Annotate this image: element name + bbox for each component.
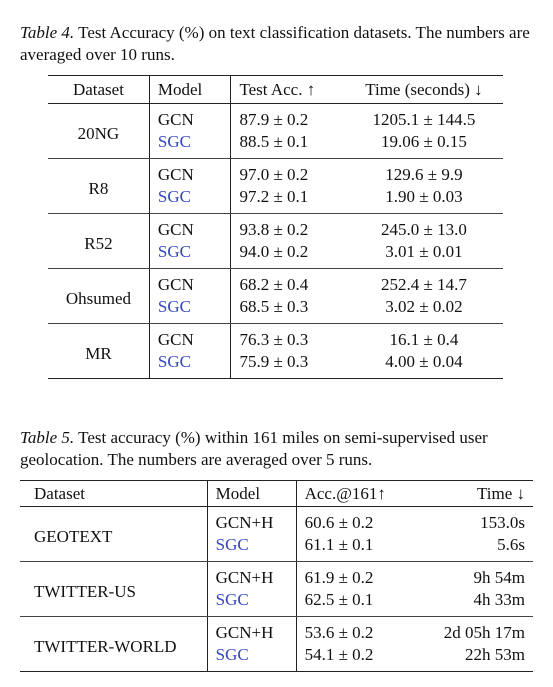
data-row: SGC 94.0 ± 0.2 3.01 ± 0.01 [48,241,503,269]
value-cell: 16.1 ± 0.4 [389,330,459,349]
model-cell: GCN+H [206,506,297,534]
value-cell: 22h 53m [465,645,525,664]
value-cell: 53.6 ± 0.2 [295,616,413,644]
data-row: SGC 54.1 ± 0.2 22h 53m [20,644,533,672]
value-cell: 93.8 ± 0.2 [230,213,345,241]
value-cell: 60.6 ± 0.2 [295,506,413,534]
value-cell: 68.5 ± 0.3 [230,296,345,324]
header-cell: Dataset [48,75,150,104]
caption-label: Table 4. [20,23,75,42]
model-cell: GCN [148,323,231,351]
model-cell: SGC [206,589,297,617]
header-cell: Time (seconds) ↓ [344,75,503,104]
dataset-cell: R52 [48,213,150,269]
value-cell: 1205.1 ± 144.5 [372,110,476,129]
data-row: SGC 68.5 ± 0.3 3.02 ± 0.02 [48,296,503,324]
value-cell: 61.9 ± 0.2 [295,561,413,589]
header-cell: Time ↓ [412,480,533,507]
value-cell: 76.3 ± 0.3 [230,323,345,351]
value-cell: 129.6 ± 9.9 [385,165,463,184]
value-cell: 1.90 ± 0.03 [344,186,503,214]
header-row: Dataset Model Test Acc. ↑ Time (seconds) ↓ [48,75,503,104]
value-cell: 61.1 ± 0.1 [295,534,413,562]
data-row: MR GCN 76.3 ± 0.3 16.1 ± 0.4 [48,323,503,363]
value-cell: 4h 33m [412,589,533,617]
value-cell: 87.9 ± 0.2 [230,103,345,131]
table-caption: Table 5. Test accuracy (%) within 161 mi… [20,427,545,471]
value-cell: 54.1 ± 0.2 [295,644,413,672]
model-cell: GCN [148,213,231,241]
caption-text: Test accuracy (%) within 161 miles on se… [20,428,488,469]
value-cell: 5.6s [412,534,533,562]
header-cell: Model [148,75,231,104]
data-row: SGC 75.9 ± 0.3 4.00 ± 0.04 [48,351,503,379]
header-cell: Acc.@161↑ [295,480,413,507]
value-cell: 153.0s [480,513,525,532]
dataset-cell: 20NG [48,103,150,159]
dataset-cell: R8 [48,158,150,214]
dataset-cell: TWITTER-WORLD [34,636,177,656]
value-cell: 88.5 ± 0.1 [230,131,345,159]
value-cell: 97.0 ± 0.2 [230,158,345,186]
dataset-cell: TWITTER-US [20,561,208,617]
model-cell: SGC [148,241,231,269]
model-cell: GCN [148,103,231,131]
dataset-cell: MR [85,343,112,363]
data-row: 20NG GCN 87.9 ± 0.2 1205.1 ± 144.5 [48,103,503,159]
caption-text: Test Accuracy (%) on text classification… [20,23,530,64]
model-cell: GCN [148,268,231,296]
model-cell: GCN+H [206,616,297,644]
data-row: SGC 88.5 ± 0.1 19.06 ± 0.15 [48,131,503,159]
model-cell: SGC [206,534,297,562]
value-cell: 4.00 ± 0.04 [385,352,463,371]
dataset-cell: Ohsumed [48,268,150,324]
header-cell: Model [206,480,297,507]
header-cell: Test Acc. ↑ [230,75,345,104]
data-row: SGC 62.5 ± 0.1 4h 33m [20,589,533,617]
data-row: Ohsumed GCN 68.2 ± 0.4 252.4 ± 14.7 [48,268,503,324]
value-cell: 3.01 ± 0.01 [344,241,503,269]
model-cell: SGC [206,644,297,672]
data-row: TWITTER-US GCN+H 61.9 ± 0.2 9h 54m [20,561,533,617]
value-cell: 75.9 ± 0.3 [230,351,345,379]
value-cell: 19.06 ± 0.15 [344,131,503,159]
header-cell: Dataset [20,480,208,507]
data-row: R52 GCN 93.8 ± 0.2 245.0 ± 13.0 [48,213,503,269]
results-table: Dataset Model Acc.@161↑ Time ↓ GEOTEXT GCN+H 6… [20,480,533,672]
value-cell: 252.4 ± 14.7 [381,275,467,294]
data-row: SGC 61.1 ± 0.1 5.6s [20,534,533,562]
model-cell: GCN+H [206,561,297,589]
model-cell: SGC [148,131,231,159]
value-cell: 94.0 ± 0.2 [230,241,345,269]
value-cell: 2d 05h 17m [443,623,525,642]
value-cell: 62.5 ± 0.1 [295,589,413,617]
value-cell: 68.2 ± 0.4 [230,268,345,296]
caption-label: Table 5. [20,428,75,447]
value-cell: 97.2 ± 0.1 [230,186,345,214]
model-cell: SGC [148,351,231,379]
data-row: GEOTEXT GCN+H 60.6 ± 0.2 153.0s [20,506,533,562]
value-cell: 3.02 ± 0.02 [344,296,503,324]
value-cell: 9h 54m [473,568,525,587]
header-row: Dataset Model Acc.@161↑ Time ↓ [20,480,533,507]
data-row: TWITTER-WORLD GCN+H 53.6 ± 0.2 2d 05h 17m [20,616,533,656]
dataset-cell: GEOTEXT [20,506,208,562]
model-cell: SGC [148,186,231,214]
model-cell: GCN [148,158,231,186]
data-row: SGC 97.2 ± 0.1 1.90 ± 0.03 [48,186,503,214]
table-caption: Table 4. Test Accuracy (%) on text class… [20,22,545,66]
data-row: R8 GCN 97.0 ± 0.2 129.6 ± 9.9 [48,158,503,214]
value-cell: 245.0 ± 13.0 [381,220,467,239]
model-cell: SGC [148,296,231,324]
results-table: Dataset Model Test Acc. ↑ Time (seconds) ↓ 2… [48,75,503,379]
